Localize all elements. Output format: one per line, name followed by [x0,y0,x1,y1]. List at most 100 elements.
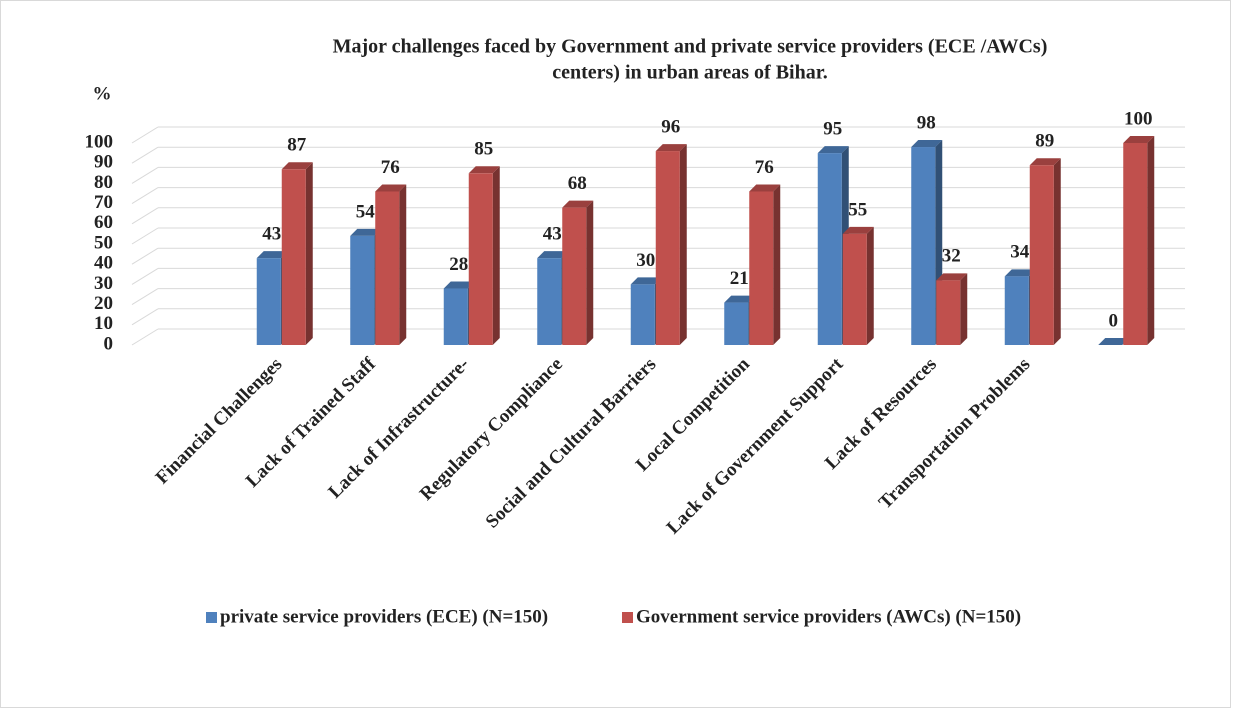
bar [468,173,493,345]
bar [537,258,562,345]
y-tick-label: 40 [94,253,113,274]
bar-top [1098,338,1130,345]
bar-top [1029,158,1061,166]
bar [256,258,281,345]
bar [1029,165,1054,345]
grid-line [131,166,159,184]
bar-side [1147,136,1155,345]
legend-label: private service providers (ECE) (N=150) [220,606,548,627]
y-tick-label: 90 [94,152,113,173]
grid-line [131,207,159,225]
value-label: 28 [449,254,468,275]
bar-top [468,166,500,174]
y-tick-label: 60 [94,212,113,233]
bar [655,151,680,345]
bar-top [911,140,943,148]
y-tick-label: 80 [94,172,113,193]
bar-side [305,162,313,345]
y-tick-label: 30 [94,273,113,294]
grid-line [131,126,159,144]
value-label: 96 [661,116,680,137]
bar [724,302,749,345]
bar-top [281,162,313,170]
y-tick-label: 50 [94,232,113,253]
bar-top [1123,136,1155,143]
bar-top [256,251,288,259]
bar-top [655,144,687,152]
bar-side [1053,158,1061,345]
bar-side [960,273,968,345]
y-tick-label: 100 [85,131,114,152]
value-label: 76 [755,157,774,178]
bar [281,169,306,345]
value-label: 21 [730,268,749,289]
chart-title: Major challenges faced by Government and… [333,36,1048,58]
legend-swatch [206,612,217,623]
value-label: 87 [287,135,307,156]
value-label: 55 [848,199,867,220]
chart-title: centers) in urban areas of Bihar. [552,62,828,84]
value-label: 34 [1010,242,1030,263]
value-label: 0 [1109,310,1119,331]
bar-side [679,144,687,345]
grid-line [131,247,159,265]
value-label: 95 [823,118,842,139]
y-tick-label: 70 [94,192,113,213]
bar-top [842,226,874,234]
value-label: 54 [356,201,376,222]
bar-side [773,184,781,345]
bar-side [492,166,500,345]
bar-top [817,146,849,154]
value-label: 43 [262,223,281,244]
bar [936,280,961,345]
bar [1004,276,1029,345]
bar [817,153,842,345]
bar-top [749,184,781,192]
bar-top [350,228,382,236]
bar [911,147,936,345]
bar [562,207,587,345]
y-tick-label: 0 [104,333,114,354]
y-tick-label: 10 [94,313,113,334]
value-label: 100 [1124,108,1153,129]
value-label: 76 [381,157,400,178]
value-label: 98 [917,112,936,133]
bar [350,235,375,345]
grid-line [131,187,159,205]
grid-line [131,328,159,346]
bar-top [1004,269,1036,277]
value-label: 32 [942,246,961,267]
bar [630,284,655,345]
bar-top [562,200,594,208]
grid-line [131,146,159,164]
grid-line [131,288,159,306]
bar [842,233,867,345]
grid-line [131,227,159,245]
legend-swatch [622,612,633,623]
bar-side [586,200,594,345]
y-tick-label: 20 [94,293,113,314]
bar [443,288,468,345]
bar [375,191,400,345]
grid-line [131,267,159,285]
y-axis-label: % [93,83,112,104]
bar-top [630,277,662,285]
value-label: 68 [568,173,587,194]
bar-top [936,273,968,281]
bar-side [866,226,874,345]
value-label: 30 [636,250,655,271]
value-label: 85 [474,139,493,160]
bar-top [375,184,407,192]
bar-side [399,184,407,345]
value-label: 89 [1035,131,1054,152]
legend-label: Government service providers (AWCs) (N=1… [636,606,1021,627]
bar-top [443,281,475,289]
bar [1123,143,1148,345]
grid-line [131,308,159,326]
bar [749,191,774,345]
bar-top [537,251,569,259]
bar-top [724,295,756,303]
value-label: 43 [543,223,562,244]
